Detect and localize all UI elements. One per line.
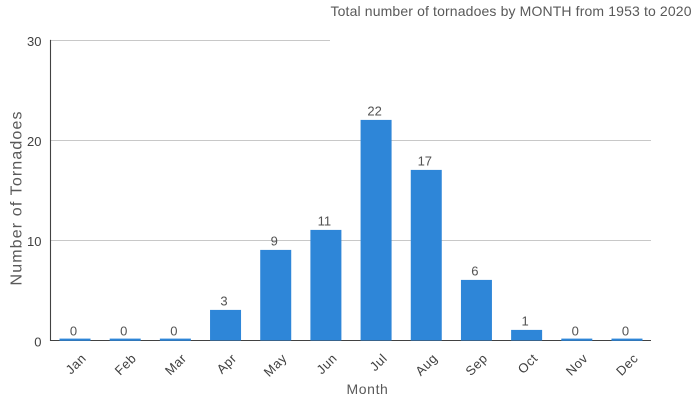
svg-text:0: 0	[120, 324, 127, 339]
svg-text:20: 20	[27, 134, 41, 149]
svg-text:6: 6	[471, 264, 478, 279]
svg-text:17: 17	[418, 154, 432, 169]
svg-text:22: 22	[367, 104, 381, 119]
svg-text:11: 11	[318, 214, 332, 229]
svg-text:0: 0	[170, 324, 177, 339]
svg-text:10: 10	[27, 234, 41, 249]
svg-text:Total number of tornadoes by M: Total number of tornadoes by MONTH from …	[331, 3, 692, 19]
svg-text:3: 3	[220, 294, 227, 309]
svg-text:1: 1	[521, 314, 528, 329]
svg-text:0: 0	[70, 324, 77, 339]
svg-text:0: 0	[622, 324, 629, 339]
svg-text:Month: Month	[347, 381, 389, 397]
svg-text:9: 9	[271, 234, 278, 249]
svg-text:Number of Tornadoes: Number of Tornadoes	[9, 112, 26, 286]
svg-text:0: 0	[34, 335, 41, 350]
svg-text:0: 0	[572, 324, 579, 339]
svg-text:30: 30	[27, 34, 41, 49]
